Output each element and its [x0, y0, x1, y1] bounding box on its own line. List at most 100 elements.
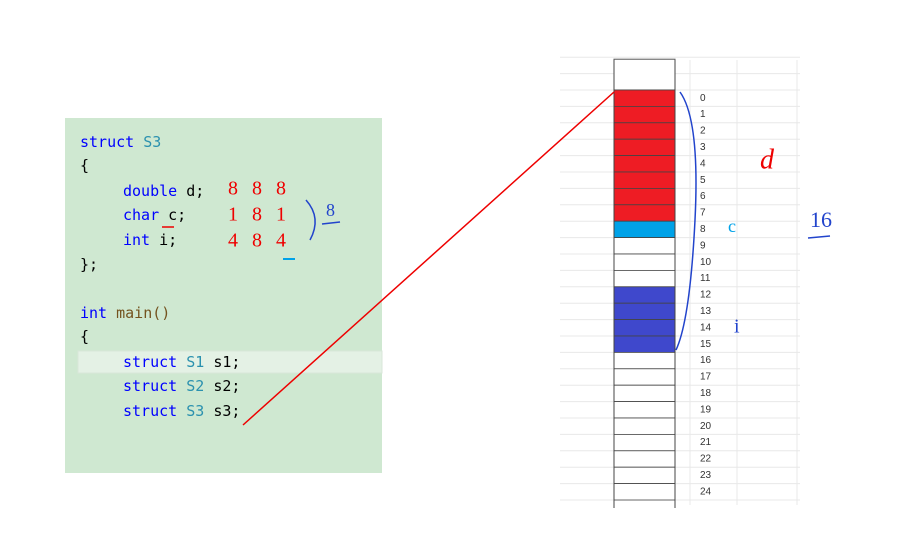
offset: 2 — [700, 126, 706, 137]
offset: 20 — [700, 421, 712, 432]
memory-cell — [613, 384, 676, 403]
size-note: 8 — [252, 178, 262, 200]
cell — [613, 58, 676, 91]
offset: 3 — [700, 142, 706, 153]
token: S3 — [186, 402, 204, 420]
memory-cell — [613, 335, 676, 353]
size-note: 8 — [276, 178, 286, 200]
offset: 1 — [700, 109, 706, 120]
label-d: d — [760, 144, 775, 175]
token: s3; — [213, 402, 240, 420]
underline — [321, 221, 341, 225]
offset: 17 — [700, 372, 712, 383]
code-panel — [65, 118, 382, 473]
token: struct — [80, 133, 134, 151]
token: main() — [116, 304, 170, 322]
memory-cell — [613, 187, 676, 206]
memory-cell — [613, 433, 676, 452]
total-size: 16 — [810, 207, 832, 232]
size-annotations: 8 8 81 8 14 8 4 — [228, 178, 286, 252]
memory-cell — [613, 220, 676, 238]
code-line: struct S3 s3; — [123, 402, 240, 420]
memory-cell — [613, 89, 676, 107]
memory-cell — [613, 450, 676, 468]
memory-cell — [613, 204, 676, 222]
spreadsheet-grid — [560, 56, 800, 505]
label-c: c — [728, 216, 736, 236]
token: struct — [123, 377, 177, 395]
offset: 8 — [700, 224, 706, 235]
token: S2 — [186, 377, 204, 395]
offset: 22 — [700, 454, 712, 465]
token: c; — [168, 206, 186, 224]
offset: 7 — [700, 208, 706, 219]
code-line: { — [80, 157, 89, 175]
label-i: i — [734, 316, 740, 338]
memory-cell — [613, 302, 676, 321]
memory-cell — [613, 138, 676, 156]
memory-cell — [613, 237, 676, 255]
memory-cell — [613, 417, 676, 435]
offset: 19 — [700, 404, 712, 415]
size-note: 4 — [228, 230, 238, 252]
token: s2; — [213, 377, 240, 395]
brace — [675, 91, 697, 351]
offset: 9 — [700, 240, 706, 251]
offset: 12 — [700, 290, 712, 301]
offset: 15 — [700, 339, 712, 350]
underline — [807, 235, 831, 239]
memory-cell — [613, 286, 676, 304]
size-note: 1 — [228, 204, 238, 226]
offset: 23 — [700, 470, 712, 481]
size-note: 4 — [276, 230, 286, 252]
offset: 24 — [700, 486, 712, 497]
offset: 5 — [700, 175, 706, 186]
token: struct — [123, 402, 177, 420]
memory-cell — [613, 106, 676, 124]
token: int — [123, 231, 150, 249]
offset: 14 — [700, 322, 712, 333]
code-line: struct S2 s2; — [123, 377, 240, 395]
memory-cell — [613, 122, 676, 140]
offset: 6 — [700, 191, 706, 202]
code-line: struct S3 — [80, 133, 161, 151]
code-line: struct S1 s1; — [123, 353, 240, 371]
token: d; — [186, 182, 204, 200]
code-line: char c; — [123, 206, 186, 224]
code: struct S3 { double d; char c; int i; }; … — [80, 133, 240, 420]
code-line: int i; — [123, 231, 177, 249]
brace — [305, 199, 316, 241]
offset: 0 — [700, 93, 706, 104]
memory-cell — [613, 319, 676, 337]
memory-cell — [613, 351, 676, 370]
token: struct — [123, 353, 177, 371]
size-note: 8 — [228, 178, 238, 200]
memory-cell — [613, 401, 676, 419]
memory-cell — [613, 483, 676, 501]
token: S3 — [143, 133, 161, 151]
offset: 21 — [700, 437, 712, 448]
code-line: }; — [80, 256, 98, 274]
token: s1; — [213, 353, 240, 371]
code-line: { — [80, 328, 89, 346]
token: i; — [159, 231, 177, 249]
memory-cell — [613, 269, 676, 288]
offset: 13 — [700, 306, 712, 317]
token: int — [80, 304, 107, 322]
offset: 4 — [700, 158, 706, 169]
token: char — [123, 206, 159, 224]
offset: 16 — [700, 355, 712, 366]
pointer-line — [242, 91, 615, 426]
memory-cell — [613, 171, 676, 189]
code-line: int main() — [80, 304, 170, 322]
offset: 11 — [700, 273, 711, 284]
offset: 10 — [700, 257, 712, 268]
token: double — [123, 182, 177, 200]
size-note: 8 — [252, 230, 262, 252]
offset: 18 — [700, 388, 712, 399]
memory-cell — [613, 253, 676, 271]
memory-cell — [613, 466, 676, 485]
align-note: 8 — [326, 200, 335, 220]
